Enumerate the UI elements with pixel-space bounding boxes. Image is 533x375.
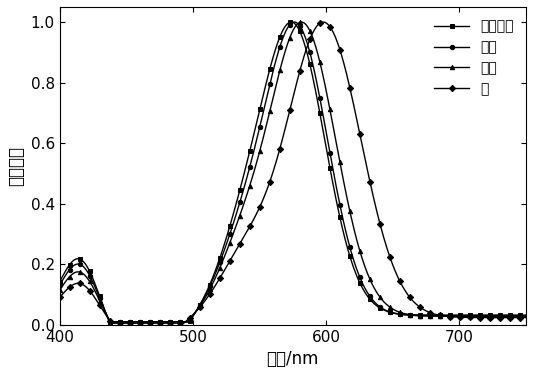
乙腺	[523, 314, 529, 318]
二氯甲烷	[421, 313, 427, 317]
Line: 乙腺: 乙腺	[58, 20, 528, 324]
二氯甲烷	[171, 320, 177, 324]
X-axis label: 波长/nm: 波长/nm	[266, 350, 319, 368]
水	[189, 314, 195, 318]
二氯甲烷	[189, 316, 195, 320]
乙醇	[189, 315, 195, 319]
乙醇	[108, 320, 114, 324]
Legend: 二氯甲烷, 乙腺, 乙醇, 水: 二氯甲烷, 乙腺, 乙醇, 水	[429, 14, 519, 102]
乙腺	[189, 315, 195, 320]
乙醇	[523, 314, 529, 318]
乙腺	[171, 320, 177, 324]
水	[478, 315, 484, 320]
乙腺	[107, 320, 113, 324]
Line: 水: 水	[58, 20, 528, 326]
乙醇	[298, 20, 304, 24]
乙腺	[421, 314, 427, 318]
乙腺	[364, 290, 370, 294]
水	[171, 321, 177, 326]
水	[56, 295, 63, 300]
乙醇	[421, 314, 427, 318]
乙醇	[478, 314, 484, 318]
Y-axis label: 吸收强度: 吸收强度	[7, 146, 25, 186]
乙腺	[56, 283, 63, 288]
水	[320, 20, 326, 24]
水	[364, 167, 370, 171]
二氯甲烷	[107, 320, 113, 324]
水	[523, 315, 529, 320]
乙醇	[205, 291, 211, 296]
乙腺	[292, 20, 298, 24]
二氯甲烷	[364, 294, 370, 298]
乙醇	[171, 320, 177, 324]
乙醇	[364, 271, 370, 275]
水	[421, 308, 427, 312]
Line: 二氯甲烷: 二氯甲烷	[58, 20, 528, 324]
乙腺	[205, 288, 211, 293]
二氯甲烷	[56, 279, 63, 284]
水	[205, 295, 211, 299]
二氯甲烷	[288, 20, 294, 24]
二氯甲烷	[523, 313, 529, 317]
乙腺	[478, 314, 484, 318]
水	[108, 321, 115, 326]
二氯甲烷	[478, 313, 484, 317]
乙醇	[56, 288, 63, 292]
二氯甲烷	[205, 287, 211, 291]
Line: 乙醇: 乙醇	[58, 20, 528, 324]
